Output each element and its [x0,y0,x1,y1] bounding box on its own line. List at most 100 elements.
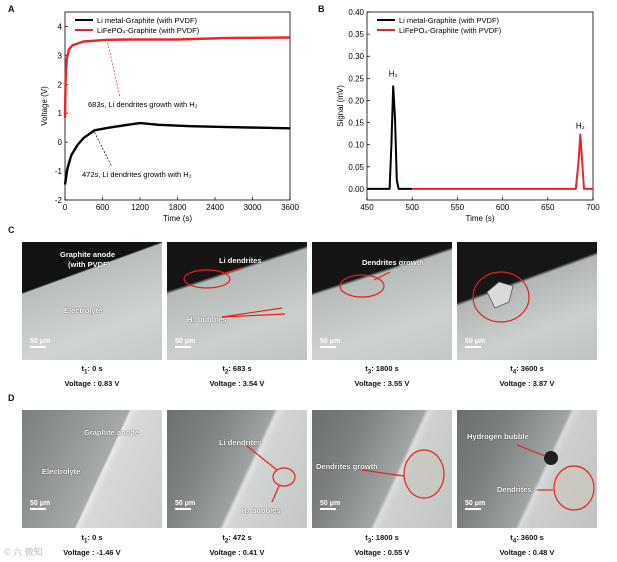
y-tick-label: 2 [58,80,63,89]
x-tick-label: 500 [406,203,420,212]
scale-bar-label: 50 μm [320,338,341,345]
y-axis-label: Voltage (V) [40,86,49,126]
scale-bar: 50 μm [175,500,195,510]
arrow [221,307,283,318]
label-with-pvdf: (with PVDF) [68,260,111,269]
x-tick-label: 550 [451,203,465,212]
label-dendrites-growth: Dendrites growth [362,258,424,267]
annotation-overlay [516,444,595,511]
dendrite-circle [272,467,296,487]
y-tick-label: 0.35 [348,30,364,39]
x-tick-label: 2400 [206,203,224,212]
dendrite-circle [403,449,445,499]
annotation-overlay [472,271,530,323]
x-tick-label: 1200 [131,203,149,212]
micrograph-c4: 50 μm [457,242,597,360]
hydrogen-bubble [544,451,558,465]
arrow [221,267,243,275]
caption-c2: t2: 683 s Voltage : 3.54 V [209,364,265,388]
legend-label: LiFePO₄-Graphite (with PVDF) [97,26,200,35]
caption-d1: t1: 0 s Voltage : -1.46 V [63,533,121,557]
caption-d2: t2: 472 s Voltage : 0.41 V [209,533,265,557]
scale-bar: 50 μm [465,338,485,348]
watermark: © 六 微知 [4,547,43,557]
dendrite-circle [339,274,385,298]
micrograph-c2: Li dendrites H₂ bubbles 50 μm [167,242,307,360]
arrow [516,444,546,457]
y-tick-label: 3 [58,51,63,60]
legend-label: Li metal-Graphite (with PVDF) [97,16,198,25]
scale-bar: 50 μm [465,500,485,510]
annotation-overlay [246,445,296,503]
series-line [412,133,593,190]
chart-a: 0 600 1200 1800 2400 3000 3600 -2 -1 0 1 2 3 4 Time (s… [40,11,299,223]
panel-label-d: D [8,393,15,403]
micrograph-d4: Hydrogen bubble Dendrites 50 μm [457,410,597,528]
chart-b: 450 500 550 600 650 700 0.00 0.05 0.10 0.15 0.20 0.… [336,8,600,223]
panel-label-b: B [318,4,325,14]
scale-bar-label: 50 μm [175,338,196,345]
dendrite-circle [472,271,530,323]
series-line [367,85,413,190]
label-hydrogen-bubble: Hydrogen bubble [467,432,529,441]
micrograph-d3: Dendrites growth 50 μm [312,410,452,528]
micrograph-d1: Graphite anode Electrolyte 50 μm [22,410,162,528]
annotation-overlay [339,271,391,298]
scale-bar-label: 50 μm [465,500,486,507]
label-li-dendrites: Li dendrites [219,438,262,447]
y-tick-label: 0.05 [348,163,364,172]
y-tick-label: 0.30 [348,52,364,61]
y-tick-label: 1 [58,109,63,118]
annotation-overlay [361,449,445,499]
annotation-text: 472s, Li dendrites growth with H₂ [82,170,192,179]
y-tick-label: 0.00 [348,185,364,194]
series-line [63,36,291,119]
arrow [221,313,286,318]
scale-bar-label: 50 μm [320,500,341,507]
scale-bar: 50 μm [320,338,340,348]
label-graphite-anode: Graphite anode [84,428,140,437]
y-tick-label: 0.40 [348,8,364,17]
annotation-arrow [107,42,121,98]
y-tick-label: 0 [58,138,63,147]
plot-frame [366,11,594,201]
micrograph-d2: Li dendrites H₂ bubbles 50 μm [167,410,307,528]
scale-bar-label: 50 μm [30,338,51,345]
x-tick-label: 600 [96,203,110,212]
y-tick-label: 0.10 [348,141,364,150]
y-tick-label: 0.25 [348,74,364,83]
label-dendrites: Dendrites [497,485,532,494]
dendrite-circle [183,269,231,289]
x-axis-label: Time (s) [465,214,494,223]
label-dendrites-growth: Dendrites growth [316,462,378,471]
annotation-text: H₂ [389,69,398,78]
y-tick-label: 0.20 [348,96,364,105]
micrograph-c3: Dendrites growth 50 μm [312,242,452,360]
y-tick-label: 0.15 [348,119,364,128]
caption-d4: t4: 3600 s Voltage : 0.48 V [499,533,555,557]
dendrite-circle [553,465,595,511]
x-axis-label: Time (s) [163,214,192,223]
x-tick-label: 3600 [281,203,299,212]
micrograph-c1: Graphite anode (with PVDF) Electrolyte 5… [22,242,162,360]
caption-d3: t3: 1800 s Voltage : 0.55 V [354,533,410,557]
x-tick-label: 1800 [169,203,187,212]
label-h2-bubbles: H₂ bubbles [187,315,227,324]
legend-label: Li metal-Graphite (with PVDF) [399,16,500,25]
scale-bar-label: 50 μm [465,338,486,345]
annotation-arrow [94,132,113,168]
y-tick-label: -1 [55,167,63,176]
label-electrolyte: Electrolyte [64,306,103,315]
caption-c1: t1: 0 s Voltage : 0.83 V [64,364,120,388]
arrow [361,469,405,477]
scale-bar: 50 μm [320,500,340,510]
arrow [271,485,280,503]
series-line [63,121,291,185]
x-tick-label: 0 [63,203,68,212]
scale-bar: 50 μm [30,338,50,348]
legend-label: LiFePO₄-Graphite (with PVDF) [399,26,502,35]
annotation-text: 683s, Li dendrites growth with H₂ [88,100,198,109]
x-tick-label: 600 [496,203,510,212]
y-tick-label: -2 [55,196,63,205]
scale-bar-label: 50 μm [30,500,51,507]
